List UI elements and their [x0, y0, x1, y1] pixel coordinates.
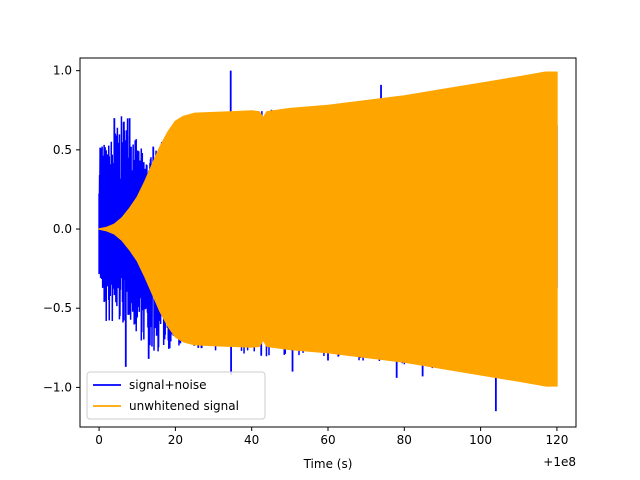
legend-label: unwhitened signal: [129, 399, 239, 413]
axes: 0 20 40 60 80 100 120 −1.0 −0.5 0.0 0.5 1.0: [43, 57, 577, 447]
y-tick-label: 0.0: [53, 222, 72, 236]
series-group: [98, 70, 558, 412]
y-tick-label: 1.0: [53, 64, 72, 78]
y-tick-label: −1.0: [43, 380, 72, 394]
x-tick-label: 20: [168, 433, 183, 447]
x-tick-label: 60: [320, 433, 335, 447]
x-tick-label: 80: [397, 433, 412, 447]
x-tick-label: 100: [469, 433, 492, 447]
y-tick-label: −0.5: [43, 301, 72, 315]
legend-box: [86, 371, 266, 420]
y-tick-label: 0.5: [53, 143, 72, 157]
x-axis-offset-label: +1e8: [543, 455, 576, 469]
x-tick-label: 40: [244, 433, 259, 447]
plot-area: [98, 70, 558, 412]
series-unwhitened-signal: [98, 71, 558, 387]
x-axis-label: Time (s): [303, 457, 353, 471]
legend-label: signal+noise: [129, 378, 206, 392]
x-tick-label: 0: [95, 433, 103, 447]
series-envelope: [98, 71, 558, 387]
legend: signal+noise unwhitened signal: [86, 371, 266, 420]
x-tick-label: 120: [545, 433, 568, 447]
